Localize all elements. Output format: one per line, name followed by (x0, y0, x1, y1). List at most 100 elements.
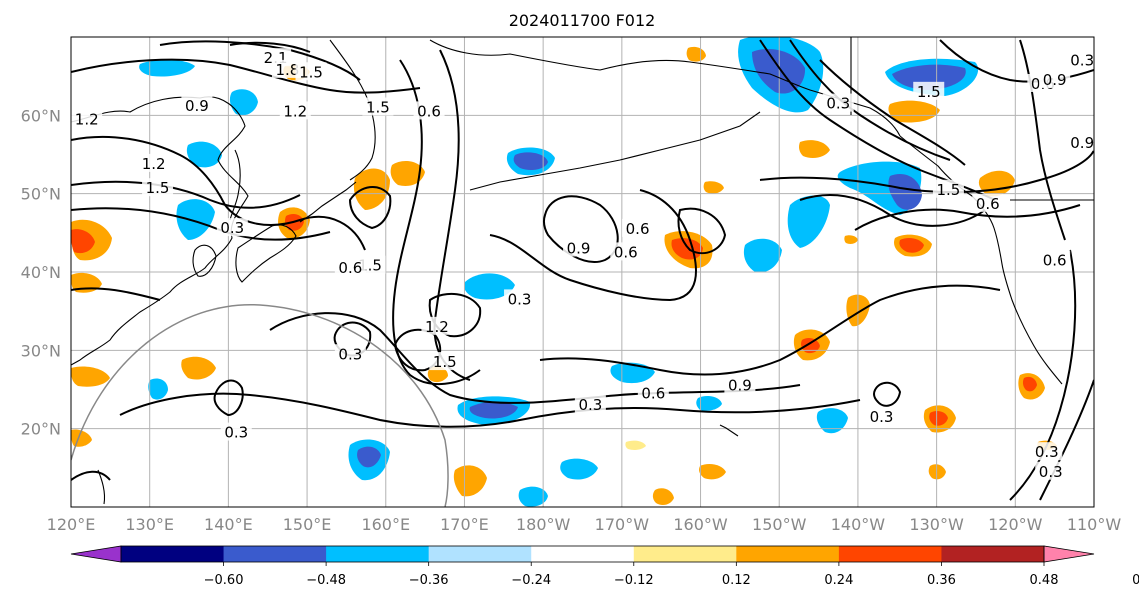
contour-label-bg (724, 375, 756, 394)
contour-label: 0.3 (220, 219, 244, 237)
contour-line (392, 59, 481, 386)
contour-line (1019, 39, 1066, 241)
anomaly-patch-positive (671, 238, 703, 260)
contour-label-bg (1066, 50, 1094, 69)
contour-label: 1.5 (917, 83, 941, 101)
colorbar-tick-label: −0.48 (306, 573, 346, 588)
longitude-label: 140°W (831, 515, 886, 534)
contour-label: 0.3 (224, 424, 248, 442)
longitude-label: 120°W (988, 515, 1043, 534)
contour-label: 0.3 (338, 345, 362, 363)
anomaly-patch-negative (176, 199, 215, 240)
colorbar-tick-label: 0.36 (927, 573, 956, 588)
contour-label-bg (504, 289, 536, 308)
contour-line (489, 189, 697, 302)
contour-label: 1.5 (146, 179, 170, 197)
anomaly-patch-negative (148, 378, 168, 400)
contour-label: 1.5 (299, 63, 323, 81)
contour-label: 1.2 (75, 110, 99, 128)
colorbar-segment (223, 546, 327, 562)
coastline-hawaii (719, 424, 739, 437)
colorbar-tick-label: −0.36 (409, 573, 449, 588)
contour-line (677, 207, 727, 255)
contour-label-bg (913, 81, 945, 100)
contour-label-bg (1066, 132, 1094, 151)
contour-label-bg (362, 97, 394, 116)
anomaly-patch-positive (801, 338, 820, 354)
anomaly-patch-negative (743, 238, 782, 273)
contour-label: 1.2 (142, 155, 166, 173)
latitude-label: 30°N (21, 341, 61, 360)
reference-circle (71, 304, 449, 507)
latitude-label: 20°N (21, 420, 61, 439)
contour-label-bg (295, 62, 327, 81)
contour-label: 0.6 (976, 195, 1000, 213)
anomaly-patch-positive (1022, 376, 1037, 392)
contour-label: 0.6 (1043, 251, 1067, 269)
anomaly-patch-positive (699, 464, 726, 480)
contour-line (269, 312, 801, 404)
contour-line (854, 204, 1081, 231)
longitude-label: 180°W (516, 515, 571, 534)
latitude-labels: 60°N 50°N 40°N 30°N 20°N (21, 106, 61, 438)
contour-label: 1.5 (366, 99, 390, 117)
anomaly-patch-positive (929, 410, 948, 426)
map-layers: 2.11.8 1.50.9 1.2 1.5 0.61.21.21.50.31.50.60… (71, 37, 1094, 507)
contour-label-bg (216, 218, 248, 237)
anomaly-patch-negative (888, 174, 922, 210)
contour-label-bg (574, 395, 606, 414)
contour-label-bg (271, 59, 303, 78)
anomaly-patch-positive (71, 229, 95, 254)
contour-label: 0.3 (826, 95, 850, 113)
contour-label: 0.3 (1035, 443, 1059, 461)
coastline-korea (192, 244, 217, 277)
contour-label-bg (334, 258, 366, 277)
colorbar-tick-label: −0.12 (614, 573, 654, 588)
contour-label: 0.6 (614, 243, 638, 261)
contour-label-bg (932, 179, 964, 198)
map-title: 2024011700 F012 (509, 11, 656, 30)
contour-line (229, 41, 311, 53)
longitude-label: 120°E (47, 515, 96, 534)
longitude-labels: 120°E 130°E 140°E 150°E 160°E 170°E 180°W 170°W… (47, 515, 1122, 534)
longitude-label: 140°E (204, 515, 253, 534)
anomaly-patch-positive (181, 356, 216, 380)
colorbar-segment (633, 546, 737, 562)
anomaly-patch-positive (928, 464, 946, 480)
contour-label-bg (71, 109, 103, 128)
contour-lines (71, 39, 1094, 501)
contour-label: 0.3 (508, 290, 532, 308)
anomaly-patch-negative (469, 401, 518, 419)
contour-label: 1.2 (425, 318, 449, 336)
colorbar-tick-label: 0.24 (824, 573, 853, 588)
coastline-aleutians (469, 111, 761, 191)
coastline-na-west (899, 135, 1063, 385)
anomaly-patch-positive (899, 237, 924, 253)
anomaly-patch-negative (892, 64, 966, 90)
anomaly-patch-negative (357, 446, 381, 468)
contour-label-bg (421, 316, 453, 335)
contour-line (71, 58, 421, 94)
contour-line (348, 186, 392, 230)
contour-label-bg (220, 422, 252, 441)
anomaly-patch-positive (71, 366, 110, 387)
contour-label: 0.3 (1039, 463, 1063, 481)
longitude-label: 170°E (440, 515, 489, 534)
colorbar-segment (941, 546, 1045, 562)
anomaly-patch-positive (427, 366, 448, 383)
contour-line (539, 284, 1001, 376)
anomaly-patch-positive (888, 100, 940, 123)
contour-line (873, 381, 902, 407)
anomaly-patch-positive (353, 168, 390, 210)
contour-label-bg (622, 218, 654, 237)
contour-label-bg (563, 238, 595, 257)
contour-label-bg (866, 406, 898, 425)
contour-label-bg (181, 95, 213, 114)
longitude-label: 170°W (595, 515, 650, 534)
longitude-label: 130°W (909, 515, 964, 534)
contour-label-bg (637, 383, 669, 402)
contour-label: 0.9 (1043, 71, 1067, 89)
contour-label: 1.2 (283, 102, 307, 120)
contour-label: 0.6 (338, 259, 362, 277)
contour-label: 0.6 (641, 384, 665, 402)
